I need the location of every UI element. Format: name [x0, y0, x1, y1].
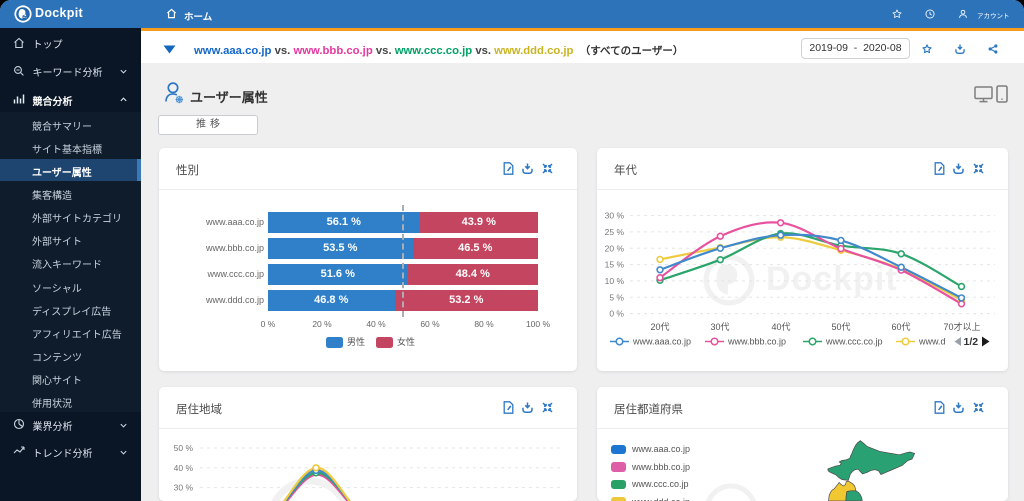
svg-text:www.ccc.co.jp: www.ccc.co.jp	[825, 337, 883, 347]
svg-text:60代: 60代	[891, 322, 910, 332]
svg-text:30代: 30代	[710, 322, 729, 332]
svg-text:10 %: 10 %	[605, 276, 625, 286]
svg-text:0 %: 0 %	[609, 309, 624, 319]
svg-text:www.d: www.d	[918, 337, 946, 347]
svg-text:30 %: 30 %	[605, 211, 625, 221]
svg-text:50 %: 50 %	[174, 443, 194, 453]
svg-text:5 %: 5 %	[609, 292, 624, 302]
svg-text:15 %: 15 %	[605, 260, 625, 270]
svg-text:20 %: 20 %	[605, 243, 625, 253]
svg-text:30 %: 30 %	[174, 483, 194, 493]
svg-text:40 %: 40 %	[174, 463, 194, 473]
svg-text:20代: 20代	[650, 322, 669, 332]
svg-text:50代: 50代	[831, 322, 850, 332]
svg-text:www.aaa.co.jp: www.aaa.co.jp	[632, 337, 691, 347]
svg-text:www.bbb.co.jp: www.bbb.co.jp	[727, 337, 786, 347]
svg-text:1/2: 1/2	[964, 336, 979, 348]
svg-text:40代: 40代	[771, 322, 790, 332]
svg-text:70才以上: 70才以上	[943, 321, 980, 332]
svg-text:25 %: 25 %	[605, 227, 625, 237]
